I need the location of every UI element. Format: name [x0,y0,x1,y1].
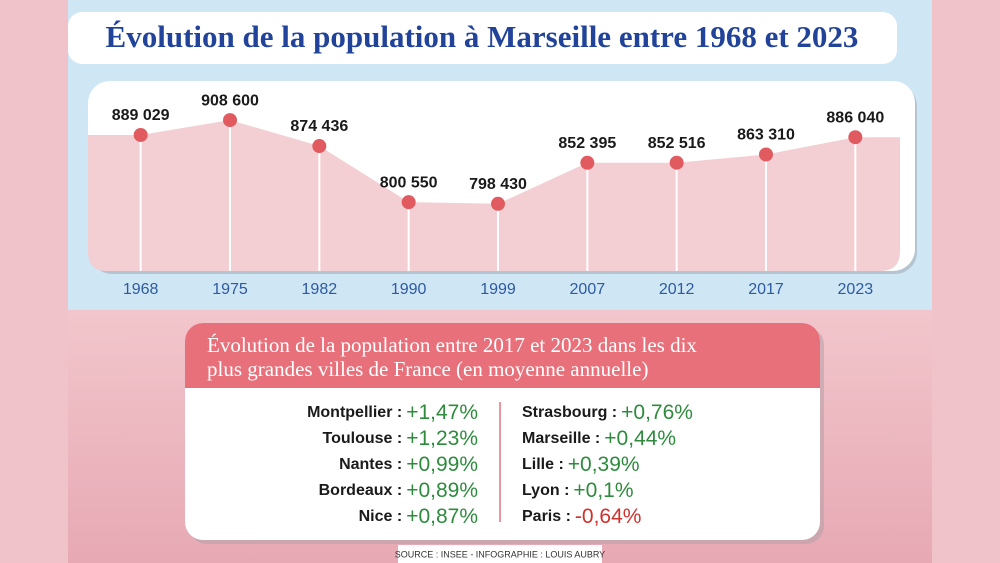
city-name: Montpellier : [307,404,402,421]
city-name: Lyon : [522,482,569,499]
city-name: Lille : [522,456,564,473]
value-label: 863 310 [737,127,795,144]
city-row: Lyon : +0,1% [522,479,634,502]
city-name: Strasbourg : [522,404,617,421]
chart-title: Évolution de la population à Marseille e… [106,19,859,54]
city-name: Marseille : [522,430,600,447]
point [848,130,863,145]
value-label: 889 029 [112,107,170,124]
city-value: +0,76% [621,401,693,424]
value-label: 908 600 [201,92,259,109]
city-name: Paris : [522,508,571,525]
x-tick-label: 2023 [838,281,874,298]
city-row: Lille : +0,39% [522,453,640,476]
chart: 889 029 1968 908 600 1975 874 436 1982 800 550… [88,92,900,298]
city-row: Strasbourg : +0,76% [522,401,693,424]
card-title: plus grandes villes de France (en moyenn… [207,357,648,381]
point [491,196,505,211]
card-title: Évolution de la population entre 2017 et… [207,333,697,357]
point [223,113,237,128]
city-row: Toulouse : +1,23% [322,427,478,450]
city-row: Paris : -0,64% [522,505,641,528]
city-value: +0,99% [406,453,478,476]
x-tick-label: 1999 [480,281,516,298]
x-tick-label: 1990 [391,281,427,298]
point [580,155,595,170]
point [133,127,148,142]
city-value: +1,23% [406,427,478,450]
city-row: Bordeaux : +0,89% [319,479,478,502]
city-value: +1,47% [406,401,478,424]
point [759,147,773,162]
city-row: Nantes : +0,99% [339,453,478,476]
card-header [185,323,820,388]
point [669,155,684,170]
city-row: Montpellier : +1,47% [307,401,478,424]
city-name: Nantes : [339,456,402,473]
city-row: Nice : +0,87% [359,505,478,528]
value-label: 798 430 [469,176,527,193]
point [312,139,327,154]
value-label: 886 040 [826,109,884,126]
city-name: Toulouse : [322,430,402,447]
x-tick-label: 2017 [748,281,784,298]
city-name: Bordeaux : [319,482,403,499]
x-tick-label: 1982 [302,281,338,298]
comparison: Évolution de la population entre 2017 et… [207,333,697,528]
value-label: 874 436 [290,118,348,135]
city-row: Marseille : +0,44% [522,427,676,450]
city-name: Nice : [359,508,403,525]
city-value: +0,44% [604,427,676,450]
x-tick-label: 2012 [659,281,695,298]
x-tick-label: 1975 [212,281,248,298]
city-value: +0,39% [568,453,640,476]
city-value: +0,87% [406,505,478,528]
title-box [68,12,897,64]
value-label: 852 395 [558,135,616,152]
source-box [398,545,602,563]
value-label: 852 516 [648,135,706,152]
city-value: +0,89% [406,479,478,502]
city-value: -0,64% [575,505,642,528]
value-label: 800 550 [380,174,438,191]
source: SOURCE : INSEE - INFOGRAPHIE : LOUIS AUB… [395,549,605,559]
x-tick-label: 1968 [123,281,159,298]
x-tick-label: 2007 [570,281,606,298]
city-value: +0,1% [573,479,633,502]
point [401,195,416,210]
area [88,120,900,272]
